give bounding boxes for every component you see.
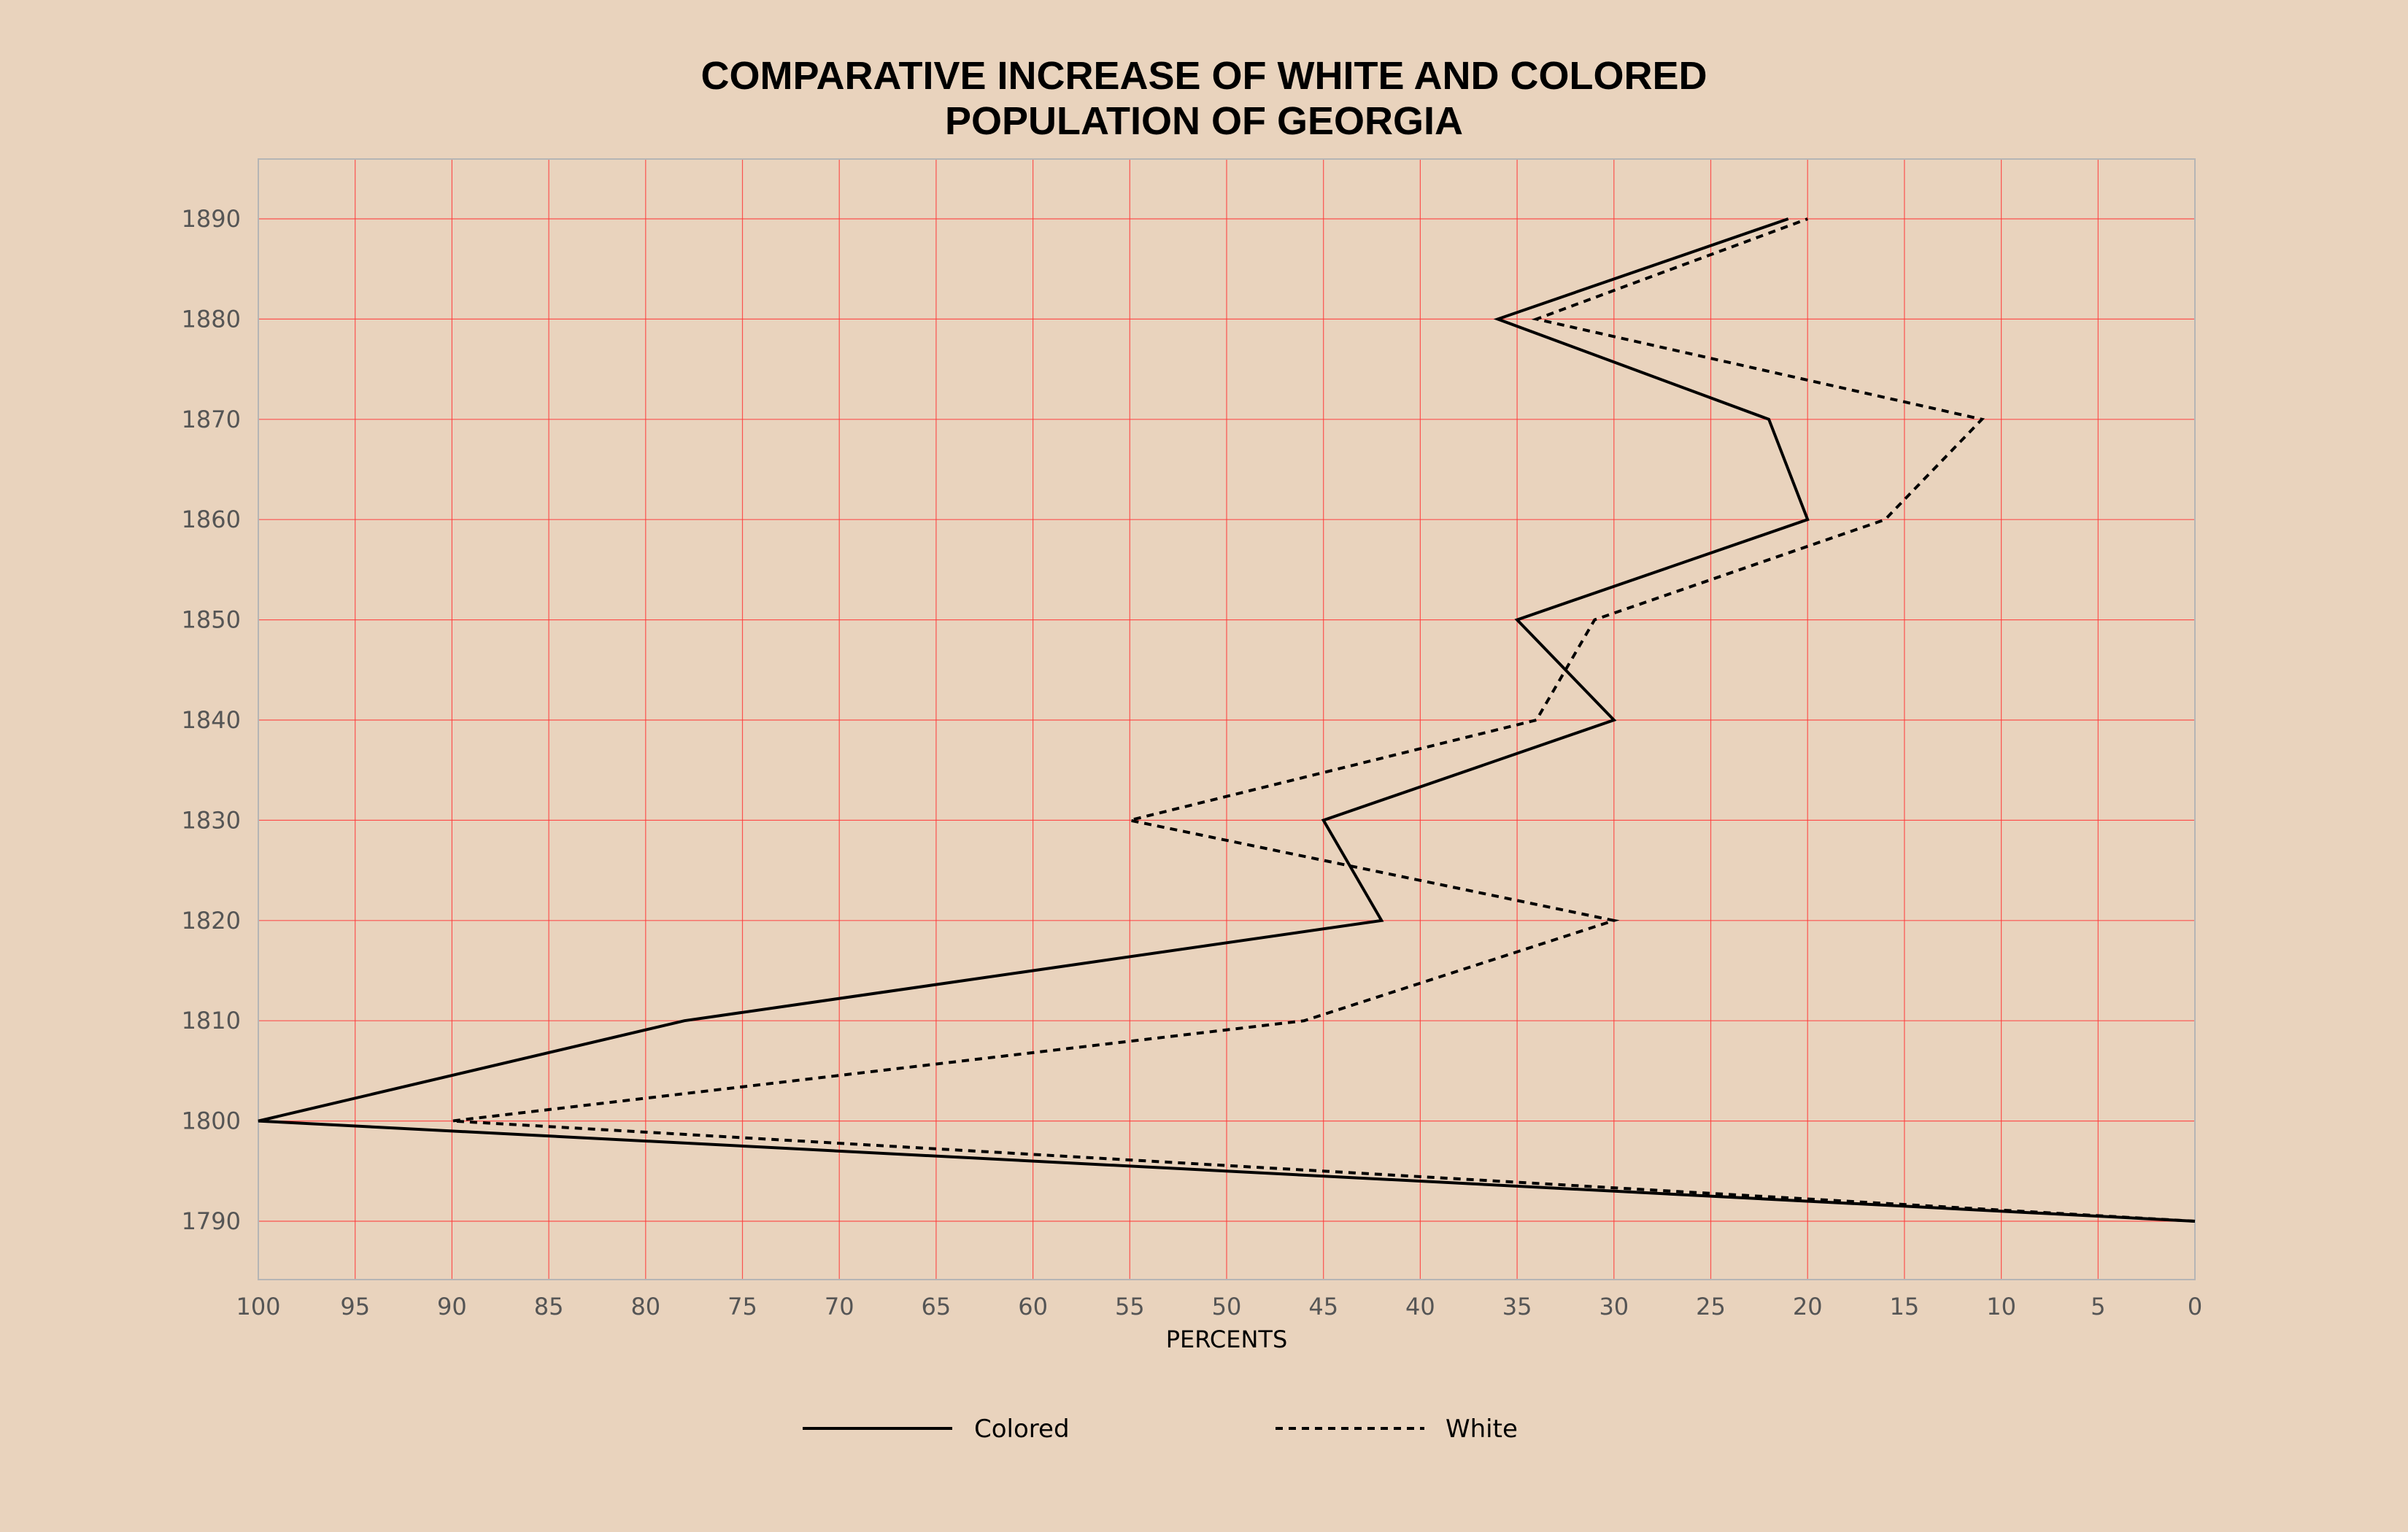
x-axis-ticks: 100 95 90 85 80 75 70 65 60 55 50 45 40 35 30 25 20 15 10 5…	[236, 1293, 2202, 1320]
legend-label-white: White	[1446, 1415, 1518, 1444]
plot-frame	[258, 158, 2196, 1280]
x-tick-label-25: 25	[1696, 1293, 1726, 1320]
x-tick-label-90: 90	[437, 1293, 467, 1320]
series-line-colored	[258, 217, 2196, 1223]
x-tick-label-10: 10	[1986, 1293, 2016, 1320]
y-tick-label-1790: 1790	[182, 1207, 241, 1235]
x-tick-label-40: 40	[1405, 1293, 1435, 1320]
x-tick-label-75: 75	[728, 1293, 757, 1320]
x-tick-label-55: 55	[1115, 1293, 1145, 1320]
x-tick-label-70: 70	[825, 1293, 854, 1320]
x-tick-label-50: 50	[1212, 1293, 1242, 1320]
grid	[258, 159, 2196, 1280]
series-line-white	[452, 217, 2196, 1223]
x-tick-label-15: 15	[1890, 1293, 1920, 1320]
y-tick-label-1830: 1830	[182, 806, 241, 834]
x-axis-label: PERCENTS	[1166, 1326, 1288, 1353]
legend: Colored White	[803, 1415, 1518, 1444]
x-tick-label-35: 35	[1502, 1293, 1532, 1320]
y-axis-ticks: 1890 1880 1870 1860 1850 1840 1830 1820 1810 1800…	[182, 205, 241, 1235]
x-tick-label-95: 95	[340, 1293, 370, 1320]
y-tick-label-1820: 1820	[182, 907, 241, 935]
chart-title-line-2: POPULATION OF GEORGIA	[945, 99, 1463, 143]
x-tick-label-60: 60	[1018, 1293, 1048, 1320]
x-tick-label-85: 85	[534, 1293, 564, 1320]
y-tick-label-1800: 1800	[182, 1107, 241, 1135]
y-tick-label-1880: 1880	[182, 305, 241, 333]
series	[258, 217, 2196, 1223]
x-tick-label-65: 65	[922, 1293, 952, 1320]
y-tick-label-1870: 1870	[182, 406, 241, 433]
y-tick-label-1850: 1850	[182, 606, 241, 634]
x-tick-label-100: 100	[236, 1293, 280, 1320]
x-tick-label-30: 30	[1599, 1293, 1629, 1320]
x-tick-label-80: 80	[630, 1293, 660, 1320]
x-tick-label-20: 20	[1793, 1293, 1823, 1320]
y-tick-label-1810: 1810	[182, 1007, 241, 1034]
chart-title-line-1: COMPARATIVE INCREASE OF WHITE AND COLORE…	[701, 54, 1707, 98]
x-tick-label-0: 0	[2188, 1293, 2202, 1320]
x-tick-label-45: 45	[1308, 1293, 1338, 1320]
y-tick-label-1840: 1840	[182, 706, 241, 734]
x-tick-label-5: 5	[2091, 1293, 2105, 1320]
y-tick-label-1860: 1860	[182, 506, 241, 533]
y-tick-label-1890: 1890	[182, 205, 241, 233]
legend-label-colored: Colored	[974, 1415, 1070, 1444]
